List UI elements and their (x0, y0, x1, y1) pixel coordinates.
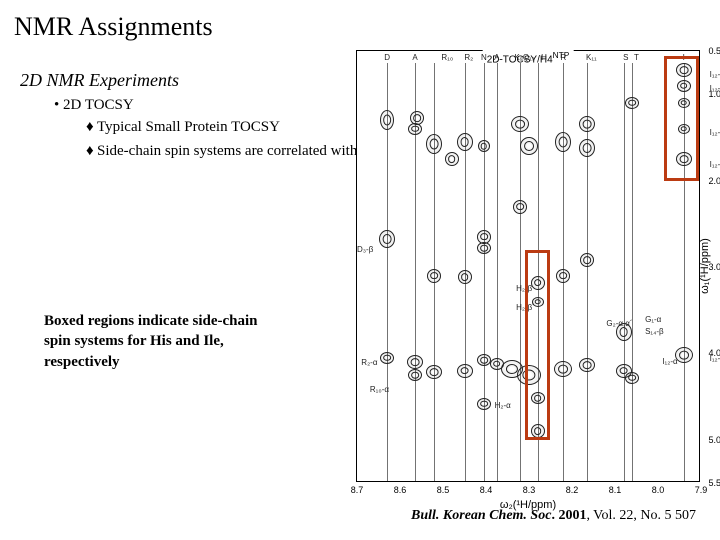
contour-peak-inner (480, 400, 488, 407)
contour-peak-inner (524, 141, 534, 151)
x-tick: 8.4 (480, 485, 493, 495)
x-tick: 8.5 (437, 485, 450, 495)
x-tick: 8.2 (566, 485, 579, 495)
spectrum-vline (497, 63, 498, 481)
contour-peak-inner (411, 358, 420, 366)
contour-peak-inner (383, 115, 391, 126)
contour-peak-inner (411, 125, 419, 132)
x-tick: 8.3 (523, 485, 536, 495)
peak-annotation: S₁₄-β (645, 327, 664, 336)
residue-label: K₉Q₁₃ (514, 53, 535, 62)
contour-peak-inner (493, 360, 501, 367)
contour-peak-inner (517, 203, 525, 211)
contour-peak-inner (480, 233, 488, 241)
contour-peak-inner (430, 369, 439, 377)
contour-peak-inner (413, 115, 421, 123)
contour-peak-inner (480, 357, 488, 364)
contour-peak-inner (583, 256, 591, 264)
residue-label: H (541, 53, 547, 62)
residue-label: S (623, 53, 628, 62)
x-tick: 8.0 (652, 485, 665, 495)
residue-label: D (384, 53, 390, 62)
peak-annotation: I₁₂-δ (710, 84, 720, 93)
contour-peak-inner (481, 143, 488, 150)
peak-annotation: I₁₂-β (710, 160, 720, 169)
boxed-note: Boxed regions indicate side-chainspin sy… (0, 161, 330, 372)
contour-peak-inner (430, 139, 439, 150)
peak-annotation: I₁₂-γ (710, 70, 720, 79)
page-title: NMR Assignments (0, 0, 720, 42)
contour-peak-inner (411, 372, 419, 379)
spectrum-vline (624, 63, 625, 481)
spectrum-vline (632, 63, 633, 481)
residue-label: A (494, 53, 499, 62)
contour-peak-inner (628, 374, 636, 381)
contour-peak-inner (583, 143, 592, 153)
residue-label: A (412, 53, 417, 62)
contour-peak-inner (558, 365, 568, 374)
peak-annotation: R₂-α (361, 358, 377, 367)
y-tick: 3.0 (708, 262, 720, 272)
x-tick: 8.7 (351, 485, 364, 495)
x-tick: 7.9 (695, 485, 708, 495)
y-tick: 5.5 (708, 478, 720, 488)
y-tick: 0.5 (708, 46, 720, 56)
peak-annotation: I₁₂-α (710, 354, 720, 363)
contour-peak-inner (460, 137, 469, 147)
residue-label: R (561, 53, 567, 62)
peak-annotation: G₁-α (645, 315, 661, 324)
peak-annotation: I₁₂-γ (710, 128, 720, 137)
contour-peak-inner (628, 100, 636, 107)
contour-peak-inner (619, 327, 628, 337)
peak-annotation: R₁₀-α (370, 385, 389, 394)
residue-label: N (481, 53, 487, 62)
contour-peak-inner (583, 120, 592, 129)
contour-peak-inner (448, 155, 456, 163)
highlight-box (664, 56, 698, 180)
nmr-spectrum: 2D-TOCSY/H4NTP ω₁(¹H/ppm) ω₂(¹H/ppm) 0.5… (356, 50, 700, 482)
residue-label: R₂ (464, 53, 473, 62)
contour-peak-inner (383, 354, 391, 361)
contour-peak-inner (506, 364, 518, 374)
citation: Bull. Korean Chem. Soc. 2001, Vol. 22, N… (411, 508, 696, 524)
y-tick: 5.0 (708, 435, 720, 445)
contour-peak-inner (383, 234, 392, 244)
contour-peak-inner (679, 351, 689, 360)
contour-peak-inner (461, 274, 469, 282)
contour-peak-inner (480, 245, 488, 252)
x-tick: 8.1 (609, 485, 622, 495)
residue-label: K₁₁ (586, 53, 597, 62)
contour-peak-inner (431, 272, 439, 280)
residue-label: R₁₀ (441, 53, 453, 62)
contour-peak-inner (560, 272, 568, 280)
peak-annotation: D₃-β (357, 245, 373, 254)
contour-peak-inner (515, 120, 525, 129)
contour-peak-inner (583, 362, 592, 370)
highlight-box (525, 250, 551, 440)
x-tick: 8.6 (394, 485, 407, 495)
contour-peak-inner (460, 367, 469, 375)
contour-peak-inner (559, 136, 568, 147)
spectrum-vline (484, 63, 485, 481)
y-tick: 2.0 (708, 176, 720, 186)
peak-annotation: H₂-α (495, 401, 511, 410)
residue-label: T (634, 53, 639, 62)
